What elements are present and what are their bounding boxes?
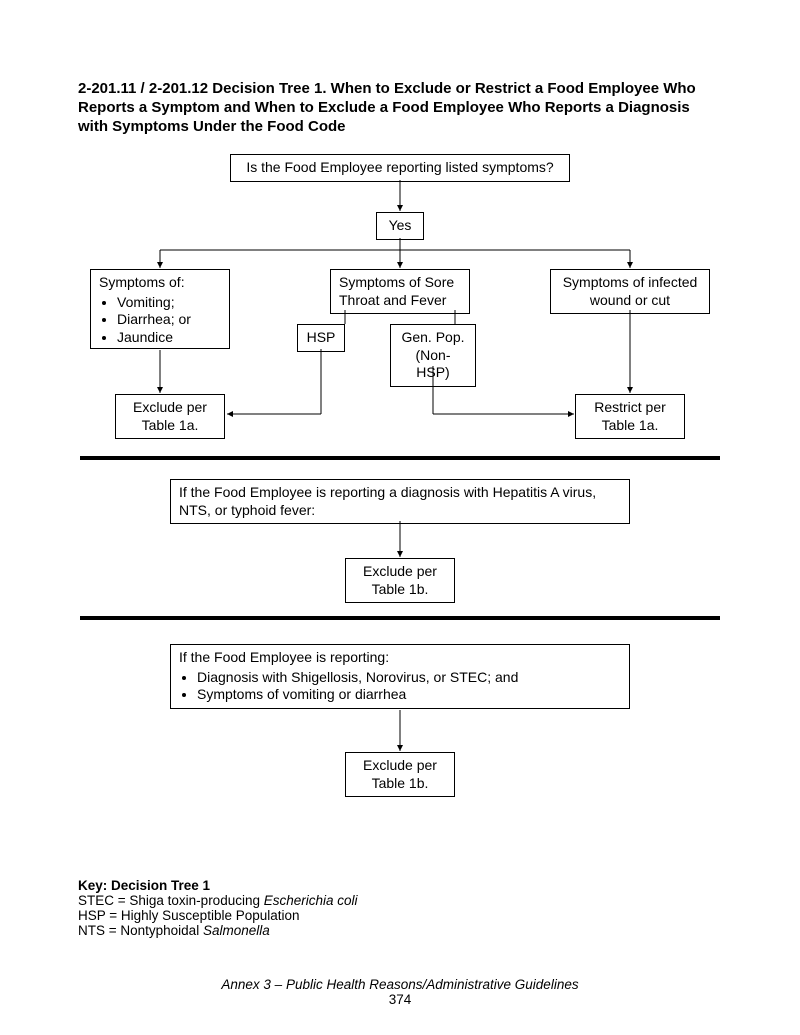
separator-bar-1 [80, 456, 720, 460]
bullet: Symptoms of vomiting or diarrhea [197, 686, 621, 704]
key-title: Key: Decision Tree 1 [78, 878, 722, 893]
text: Symptoms of Sore Throat and Fever [339, 274, 454, 308]
text-l1: Exclude per [363, 563, 437, 579]
separator-bar-2 [80, 616, 720, 620]
node-sore-throat: Symptoms of Sore Throat and Fever [330, 269, 470, 314]
node-question-symptoms: Is the Food Employee reporting listed sy… [230, 154, 570, 182]
text: Yes [389, 217, 412, 233]
text-l1: Gen. Pop. [401, 329, 464, 345]
text-l2: Table 1a. [602, 417, 659, 433]
text-italic: Salmonella [203, 923, 270, 938]
key-line-hsp: HSP = Highly Susceptible Population [78, 908, 722, 923]
node-symptoms-list: Symptoms of: Vomiting; Diarrhea; or Jaun… [90, 269, 230, 349]
text: If the Food Employee is reporting a diag… [179, 484, 596, 518]
bullet: Diarrhea; or [117, 311, 221, 329]
node-exclude-1a: Exclude per Table 1a. [115, 394, 225, 439]
node-hsp: HSP [297, 324, 345, 352]
bullet: Diagnosis with Shigellosis, Norovirus, o… [197, 669, 621, 687]
key-line-nts: NTS = Nontyphoidal Salmonella [78, 923, 722, 938]
node-diagnosis-hep-a: If the Food Employee is reporting a diag… [170, 479, 630, 524]
bullet: Vomiting; [117, 294, 221, 312]
text: HSP [307, 329, 336, 345]
node-restrict-1a: Restrict per Table 1a. [575, 394, 685, 439]
key-line-stec: STEC = Shiga toxin-producing Escherichia… [78, 893, 722, 908]
text-l2: Table 1b. [372, 775, 429, 791]
node-gen-pop: Gen. Pop. (Non-HSP) [390, 324, 476, 387]
footer-annex: Annex 3 – Public Health Reasons/Administ… [0, 977, 800, 992]
node-infected-wound: Symptoms of infected wound or cut [550, 269, 710, 314]
node-yes: Yes [376, 212, 424, 240]
node-exclude-1b-b: Exclude per Table 1b. [345, 752, 455, 797]
text: NTS = Nontyphoidal [78, 923, 203, 938]
text-l1: Exclude per [133, 399, 207, 415]
text: If the Food Employee is reporting: [179, 649, 389, 665]
page-footer: Annex 3 – Public Health Reasons/Administ… [0, 977, 800, 1007]
footer-page-number: 374 [0, 992, 800, 1007]
node-diagnosis-shigellosis: If the Food Employee is reporting: Diagn… [170, 644, 630, 709]
text-italic: Escherichia coli [264, 893, 358, 908]
text: Symptoms of infected wound or cut [563, 274, 698, 308]
page-title: 2-201.11 / 2-201.12 Decision Tree 1. Whe… [78, 80, 722, 136]
text-l1: Exclude per [363, 757, 437, 773]
text-l2: (Non-HSP) [415, 347, 450, 381]
text: Symptoms of: [99, 274, 185, 290]
decision-tree-container: Is the Food Employee reporting listed sy… [90, 154, 710, 864]
key-legend: Key: Decision Tree 1 STEC = Shiga toxin-… [78, 878, 722, 938]
text: STEC = Shiga toxin-producing [78, 893, 264, 908]
text-l2: Table 1a. [142, 417, 199, 433]
text-l1: Restrict per [594, 399, 666, 415]
bullet: Jaundice [117, 329, 221, 347]
text: Is the Food Employee reporting listed sy… [246, 159, 553, 175]
text-l2: Table 1b. [372, 581, 429, 597]
node-exclude-1b-a: Exclude per Table 1b. [345, 558, 455, 603]
